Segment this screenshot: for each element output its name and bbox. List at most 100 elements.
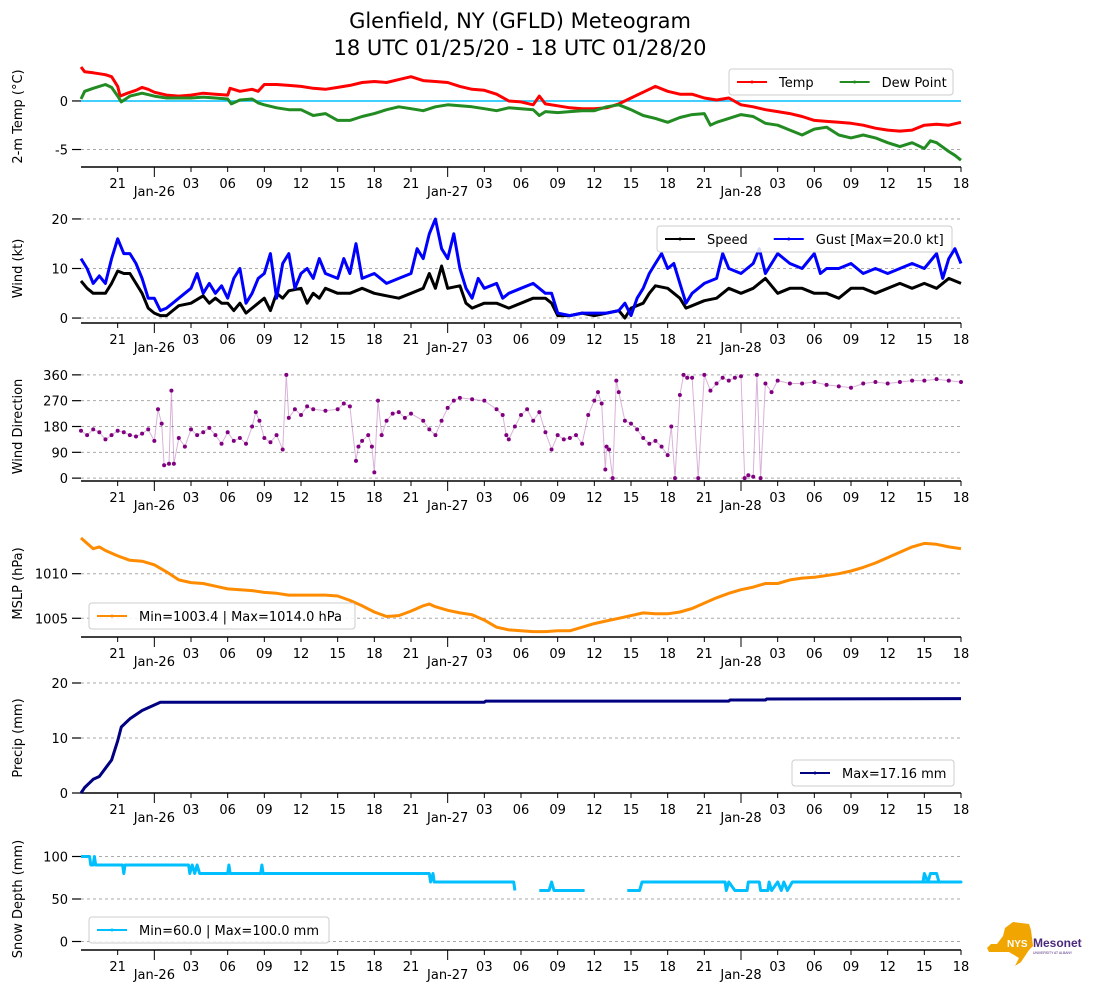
x-tick-label: 15 — [329, 960, 346, 975]
data-point — [673, 476, 677, 481]
y-tick-label: 0 — [60, 95, 68, 110]
x-tick-label: 12 — [586, 960, 603, 975]
data-point — [604, 444, 609, 449]
x-tick-label: 03 — [476, 803, 493, 818]
legend-box — [791, 759, 955, 787]
data-point — [549, 447, 554, 452]
y-tick-label: 360 — [43, 369, 68, 384]
data-point — [836, 384, 841, 389]
data-point — [85, 433, 90, 438]
logo-brand-text: Mesonet — [1033, 936, 1082, 950]
data-point — [409, 411, 413, 416]
x-tick-label: 09 — [843, 333, 860, 348]
x-tick-label: 21 — [109, 647, 126, 662]
data-point — [167, 461, 171, 466]
data-point — [504, 433, 509, 438]
data-point — [959, 380, 963, 385]
x-tick-label: 09 — [549, 803, 566, 818]
data-point — [690, 375, 695, 380]
series-line-dew-point — [79, 83, 962, 162]
x-tick-label: 18 — [659, 491, 676, 506]
data-point — [506, 437, 511, 442]
data-point — [390, 411, 395, 416]
x-tick-label: Jan-26 — [133, 968, 175, 983]
data-point — [162, 463, 167, 468]
data-point — [800, 381, 805, 386]
data-point — [512, 424, 517, 429]
data-point — [451, 398, 456, 403]
data-point — [284, 372, 289, 377]
data-point — [494, 407, 499, 412]
data-point — [257, 418, 262, 423]
data-point — [603, 467, 608, 472]
x-tick-label: Jan-27 — [426, 811, 468, 826]
x-tick-label: 09 — [256, 491, 273, 506]
x-tick-label: 03 — [476, 333, 493, 348]
x-tick-label: 15 — [329, 491, 346, 506]
data-point — [323, 408, 328, 413]
data-point — [305, 404, 310, 409]
legend-marker — [678, 237, 682, 241]
data-point — [669, 424, 674, 429]
x-tick-label: Jan-28 — [719, 968, 761, 983]
x-tick-label: 06 — [513, 960, 530, 975]
y-axis-label: Wind Direction — [11, 379, 26, 475]
y-tick-label: 10 — [51, 263, 68, 278]
legend: Speed Gust [Max=20.0 kt] — [656, 225, 953, 253]
x-tick-label: Jan-26 — [133, 499, 175, 514]
x-tick-label: 21 — [403, 177, 420, 192]
data-point — [934, 377, 939, 382]
y-axis-label: MSLP (hPa) — [11, 547, 26, 619]
data-point — [244, 441, 248, 446]
data-point — [897, 380, 902, 385]
x-tick-label: 09 — [843, 177, 860, 192]
data-point — [195, 433, 200, 438]
legend-box — [88, 916, 330, 944]
x-tick-label: 15 — [916, 491, 933, 506]
y-axis-label: 2-m Temp (°C) — [11, 69, 26, 163]
x-tick-label: 21 — [696, 960, 713, 975]
x-tick-label: Jan-28 — [719, 811, 761, 826]
data-point — [219, 441, 224, 446]
data-point — [152, 438, 157, 443]
x-tick-label: Jan-28 — [719, 341, 761, 356]
data-point — [861, 381, 866, 386]
y-tick-label: 180 — [43, 421, 68, 436]
x-tick-label: 18 — [366, 647, 383, 662]
data-point — [531, 418, 536, 423]
y-tick-label: 1005 — [35, 612, 68, 627]
x-tick-label: 12 — [879, 333, 896, 348]
y-tick-label: 100 — [43, 851, 68, 866]
x-tick-label: 18 — [366, 960, 383, 975]
data-point — [146, 427, 151, 432]
x-tick-label: 09 — [843, 647, 860, 662]
data-point — [758, 476, 763, 481]
x-tick-label: Jan-27 — [426, 499, 468, 514]
data-point — [525, 407, 530, 412]
data-point — [659, 444, 664, 449]
x-tick-label: 12 — [879, 960, 896, 975]
chart-title-line2: 18 UTC 01/25/20 - 18 UTC 01/28/20 — [334, 36, 707, 60]
x-tick-label: 18 — [366, 491, 383, 506]
x-tick-label: Jan-27 — [426, 341, 468, 356]
y-tick-label: -5 — [55, 144, 68, 159]
data-point — [169, 388, 174, 393]
x-tick-label: 12 — [293, 491, 310, 506]
data-point — [354, 458, 358, 463]
x-tick-label: 03 — [476, 491, 493, 506]
y-axis-label: Precip (mm) — [11, 698, 26, 777]
data-point — [561, 437, 566, 442]
data-point — [127, 433, 132, 438]
x-tick-label: 03 — [769, 177, 786, 192]
data-point — [268, 440, 273, 445]
x-tick-label: 06 — [806, 803, 823, 818]
data-point — [140, 431, 145, 436]
data-point — [543, 430, 548, 435]
y-axis-label: Snow Depth (mm) — [11, 840, 26, 958]
legend: Max=17.16 mm — [791, 759, 955, 787]
legend: Temp Dew Point — [728, 68, 954, 96]
data-point — [812, 380, 817, 385]
data-point — [121, 430, 126, 435]
panel-temperature: 0 -5 2-m Temp (°C) 21 Jan-26 03 06 09 12 15 18 21 Ja… — [11, 66, 969, 200]
data-point — [751, 474, 756, 479]
